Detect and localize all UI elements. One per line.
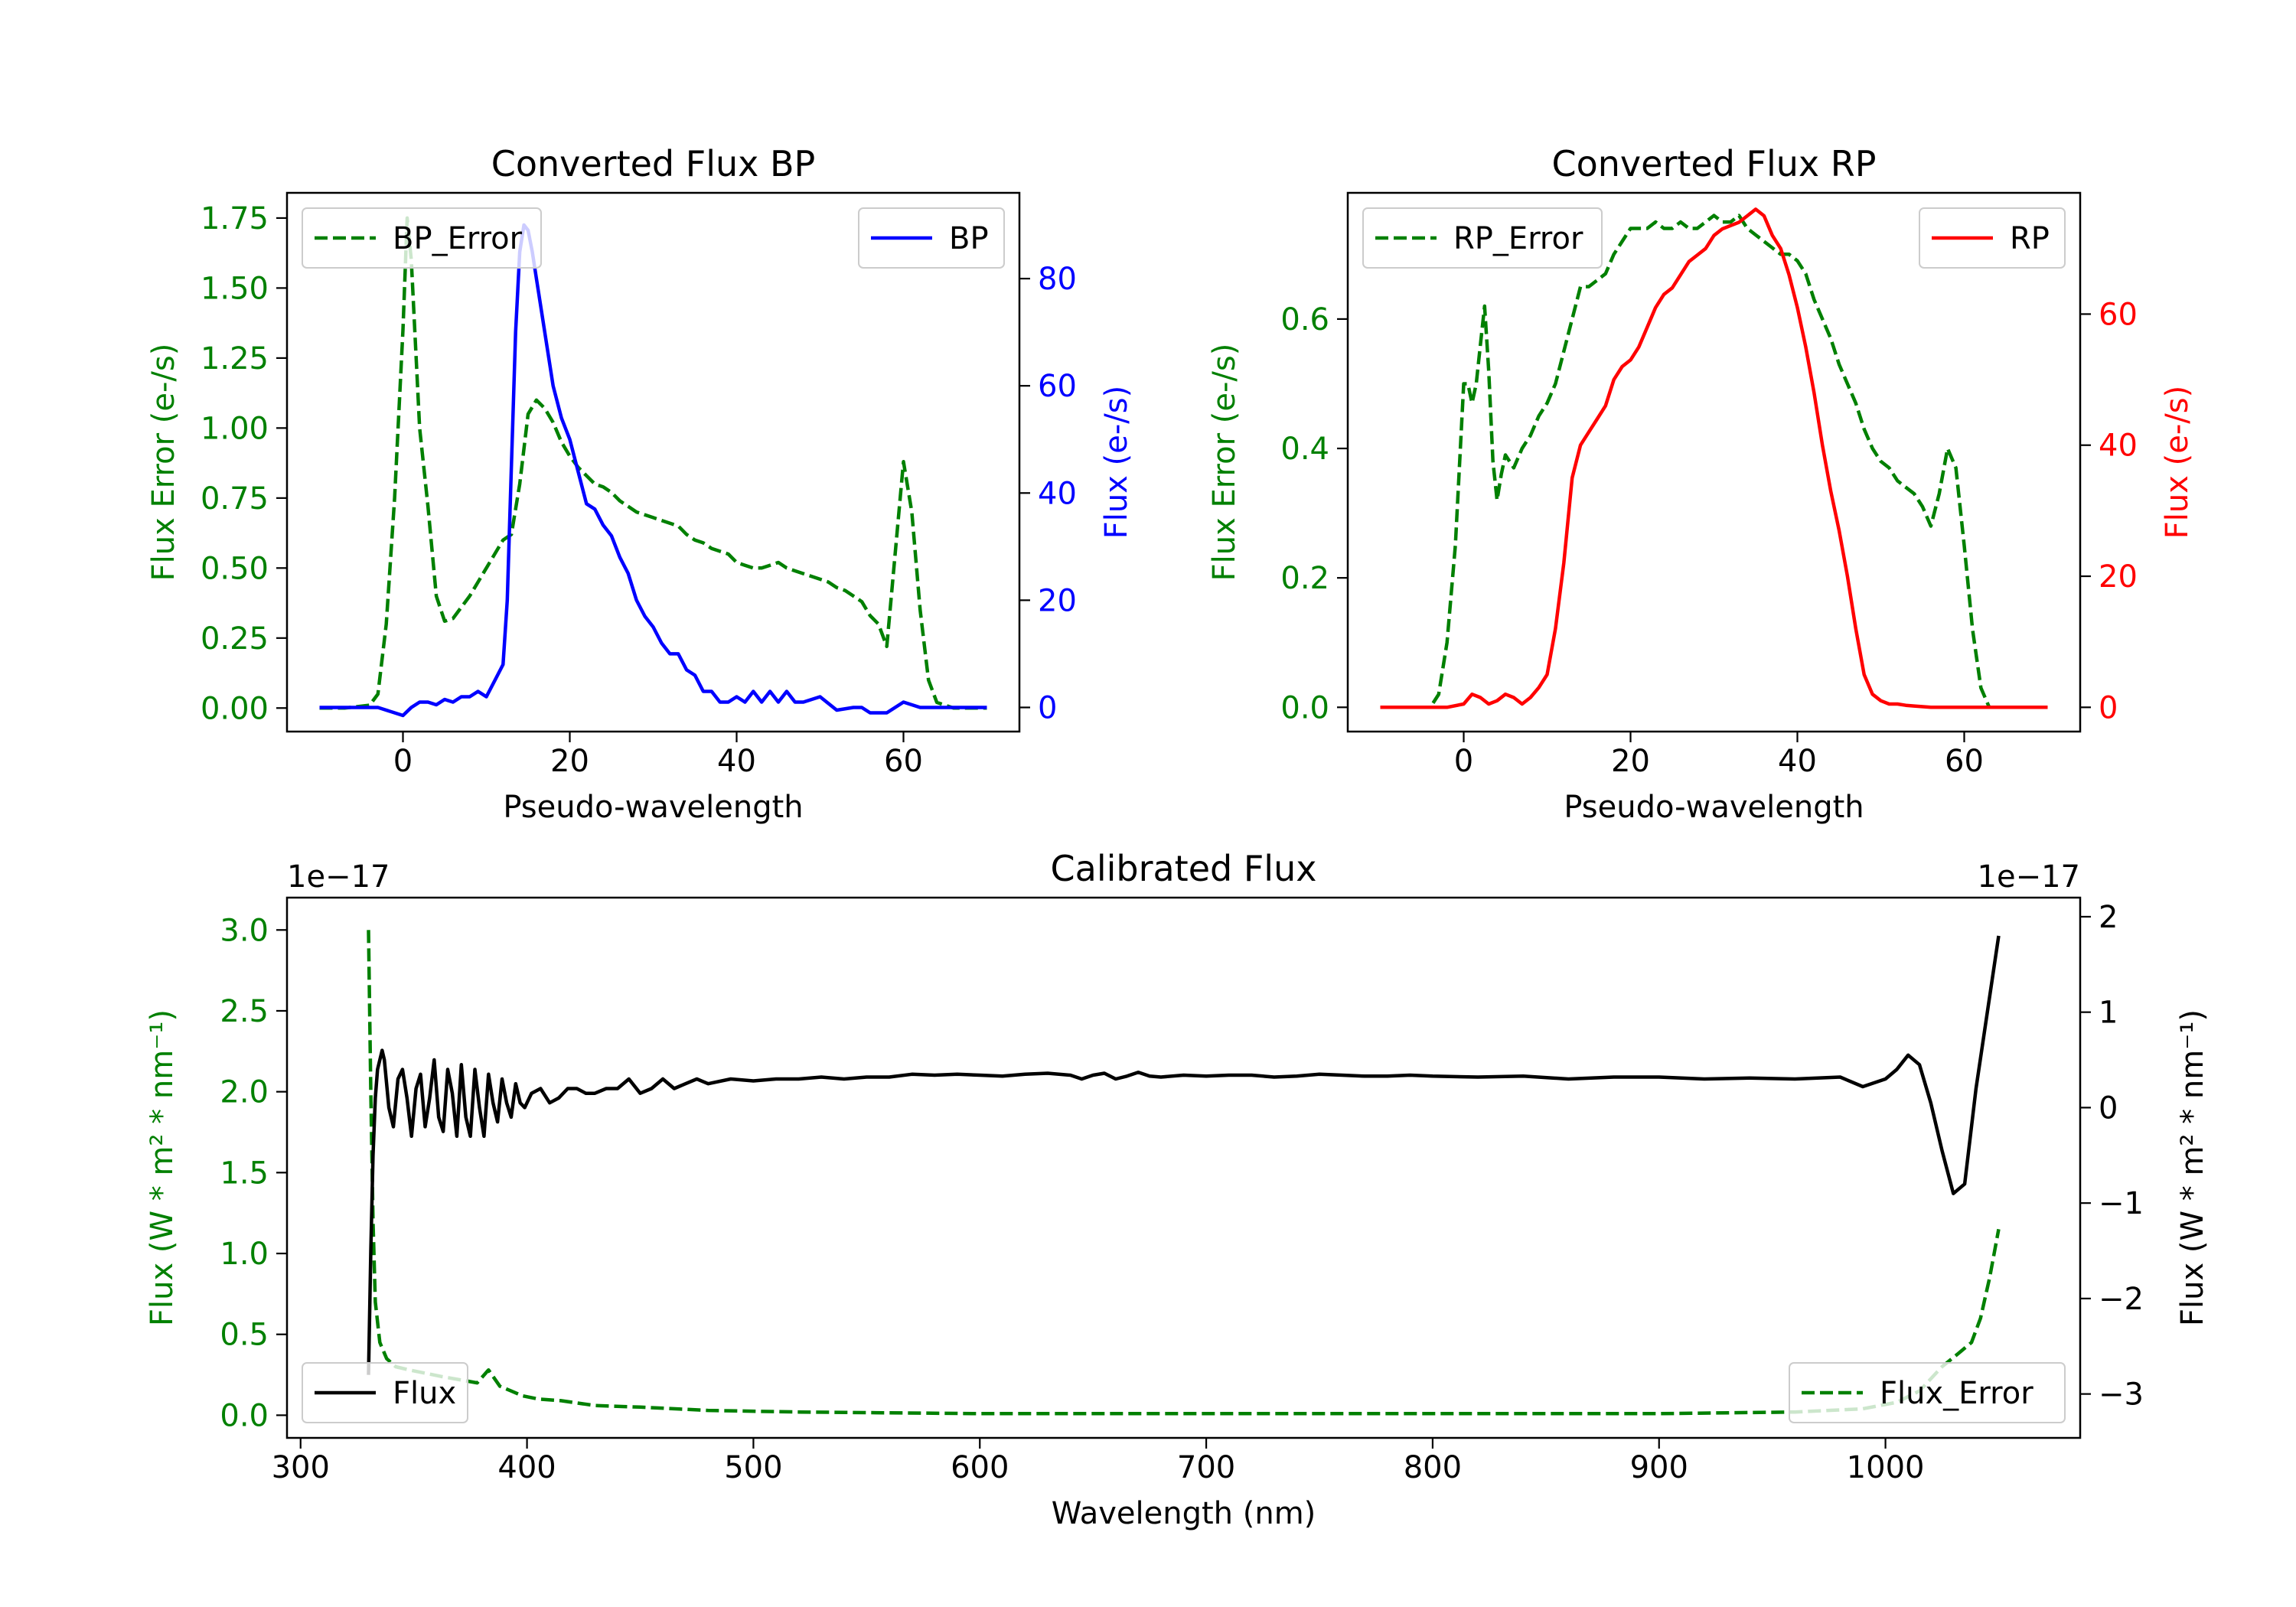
- axes-frame: [285, 191, 1021, 733]
- x-tick-label: 1000: [1847, 1450, 1925, 1485]
- y-right-tick-label: 40: [2099, 429, 2138, 464]
- y-left-tick-label: 0.4: [1280, 432, 1329, 467]
- x-tick-label: 40: [717, 744, 756, 779]
- y-left-tick-label: 2.0: [220, 1075, 269, 1110]
- y-right-tick-label: 60: [1038, 369, 1077, 404]
- axes-frame: [285, 896, 2082, 1439]
- legend-box: [1362, 207, 1603, 269]
- legend-bp-error: BP_Error: [302, 207, 542, 269]
- series-line-bp-error: [319, 216, 987, 710]
- x-tick-label: 900: [1630, 1450, 1688, 1485]
- y-right-tick-label: 2: [2099, 900, 2118, 935]
- x-tick-label: 0: [1454, 744, 1473, 779]
- legend-label: RP_Error: [1453, 221, 1583, 256]
- y-left-tick-label: 1.25: [201, 341, 269, 376]
- chart-title: Converted Flux RP: [1552, 143, 1877, 184]
- legend-bp: BP: [858, 207, 1005, 269]
- y-left-tick-label: 1.00: [201, 411, 269, 446]
- x-tick-label: 600: [951, 1450, 1009, 1485]
- chart-bp: 0 20 40 60 0.00 0.25 0.50 0.75 1.00 1.25 1.50 1.75 0…: [146, 143, 1134, 825]
- legend-label: Flux_Error: [1880, 1376, 2033, 1411]
- axes-frame: [1346, 191, 2082, 733]
- chart-title: Calibrated Flux: [1051, 848, 1317, 889]
- x-tick-label: 60: [884, 744, 923, 779]
- y-right-axis-label: Flux (W * m² * nm⁻¹): [2175, 1009, 2210, 1326]
- y-left-axis-label: Flux (W * m² * nm⁻¹): [145, 1009, 180, 1326]
- y-left-tick-label: 0.6: [1280, 302, 1329, 337]
- y-left-tick-label: 0.5: [220, 1318, 269, 1353]
- x-tick-label: 400: [497, 1450, 556, 1485]
- x-tick-label: 60: [1945, 744, 1984, 779]
- y-right-tick-label: 1: [2099, 996, 2118, 1031]
- x-tick-label: 800: [1404, 1450, 1462, 1485]
- legend-flux-error: Flux_Error: [1789, 1362, 2066, 1423]
- legend-label: BP_Error: [393, 221, 523, 256]
- x-axis-label: Wavelength (nm): [1052, 1496, 1316, 1531]
- x-tick-label: 20: [550, 744, 589, 779]
- y-left-tick-label: 0.0: [1280, 690, 1329, 725]
- y-left-axis-label: Flux Error (e-/s): [1207, 344, 1242, 582]
- y-right-tick-label: 0: [2099, 1090, 2118, 1126]
- chart-cal: 300 400 500 600 700 800 900 1000 0.0 0.5 1.0 1.5 2.0…: [145, 848, 2210, 1531]
- y-right-tick-label: 60: [2099, 297, 2138, 332]
- y-left-offset-label: 1e−17: [287, 859, 390, 895]
- x-axis-label: Pseudo-wavelength: [503, 790, 803, 825]
- y-right-tick-label: 0: [1038, 690, 1057, 725]
- y-left-tick-label: 1.75: [201, 201, 269, 236]
- y-left-tick-label: 1.5: [220, 1156, 269, 1191]
- y-right-axis-label: Flux (e-/s): [1099, 386, 1134, 539]
- legend-box: [302, 1362, 468, 1423]
- y-left-tick-label: 0.00: [201, 691, 269, 726]
- series-line-bp: [319, 223, 987, 718]
- y-left-tick-label: 0.75: [201, 481, 269, 517]
- x-tick-label: 500: [724, 1450, 782, 1485]
- x-tick-label: 20: [1611, 744, 1650, 779]
- chart-rp: 0 20 40 60 0.0 0.2 0.4 0.6 0 20 40 60 Converted Flux…: [1207, 143, 2195, 825]
- series-line-rp: [1380, 207, 2048, 709]
- chart-title: Converted Flux BP: [491, 143, 816, 184]
- y-right-tick-label: 0: [2099, 690, 2118, 725]
- y-left-tick-label: 1.50: [201, 271, 269, 306]
- y-left-tick-label: 0.50: [201, 551, 269, 586]
- y-right-tick-label: 20: [2099, 559, 2138, 595]
- x-tick-label: 700: [1177, 1450, 1235, 1485]
- y-right-tick-label: −1: [2099, 1186, 2144, 1221]
- y-left-tick-label: 3.0: [220, 913, 269, 948]
- y-right-offset-label: 1e−17: [1978, 859, 2080, 895]
- legend-rp-error: RP_Error: [1362, 207, 1603, 269]
- y-right-tick-label: 20: [1038, 583, 1077, 618]
- y-left-tick-label: 1.0: [220, 1237, 269, 1272]
- y-left-tick-label: 0.25: [201, 621, 269, 657]
- y-right-tick-label: −3: [2099, 1377, 2144, 1413]
- legend-box: [1789, 1362, 2066, 1423]
- y-left-tick-label: 0.0: [220, 1398, 269, 1433]
- x-tick-label: 40: [1778, 744, 1817, 779]
- series-line-rp-error: [1380, 214, 2048, 709]
- y-left-tick-label: 2.5: [220, 994, 269, 1029]
- legend-rp: RP: [1919, 207, 2066, 269]
- x-tick-label: 300: [272, 1450, 330, 1485]
- y-right-tick-label: 40: [1038, 476, 1077, 511]
- y-right-axis-label: Flux (e-/s): [2160, 386, 2195, 539]
- y-left-axis-label: Flux Error (e-/s): [146, 344, 181, 582]
- plots: 0 20 40 600.000.250.500.751.001.251.501.750…: [145, 143, 2210, 1531]
- y-right-tick-label: −2: [2099, 1282, 2144, 1317]
- x-tick-label: 0: [393, 744, 413, 779]
- y-left-tick-label: 0.2: [1280, 561, 1329, 596]
- legend-label: BP: [949, 221, 989, 256]
- legend-box: [302, 207, 542, 269]
- legend-label: RP: [2010, 221, 2050, 256]
- legend-flux: Flux: [302, 1362, 468, 1423]
- y-right-tick-label: 80: [1038, 262, 1077, 297]
- x-axis-label: Pseudo-wavelength: [1564, 790, 1864, 825]
- series-line-flux: [367, 935, 2001, 1375]
- legend-label: Flux: [393, 1376, 456, 1411]
